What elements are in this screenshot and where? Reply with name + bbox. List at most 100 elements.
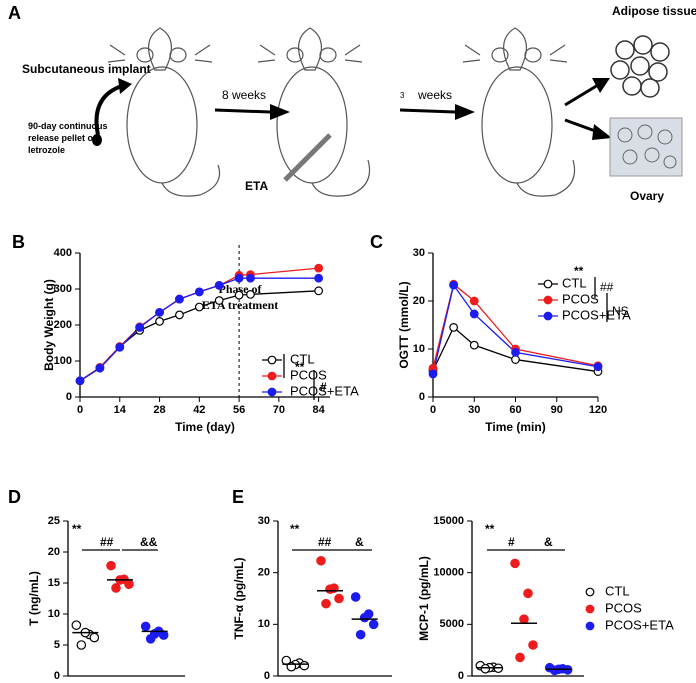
data-point	[523, 588, 533, 599]
data-point	[469, 296, 479, 306]
annotation: **	[574, 264, 584, 278]
pellet	[92, 134, 102, 146]
data-point	[155, 317, 164, 326]
arrow	[399, 108, 456, 114]
y-tick-label: 300	[54, 283, 72, 295]
data-point	[314, 286, 324, 296]
label: Adipose tissue	[612, 4, 696, 18]
y-axis-title: Body Weight (g)	[42, 279, 56, 371]
y-tick-label: 400	[54, 247, 72, 259]
data-point	[469, 340, 479, 350]
y-tick-label: 0	[54, 670, 60, 682]
panel-label: B	[12, 232, 25, 252]
arrow-head	[118, 78, 132, 94]
annotation: **	[485, 522, 495, 536]
data-point	[449, 280, 459, 290]
y-tick-label: 30	[258, 515, 270, 527]
pellet-text: 90-day continuous release pellet of letr…	[28, 121, 108, 155]
y-tick-label: 10000	[433, 567, 464, 579]
panel-label: C	[370, 232, 383, 252]
data-point	[234, 290, 244, 300]
legend-label: PCOS+ETA	[605, 617, 674, 632]
legend-label: PCOS+ETA	[290, 383, 359, 398]
data-point	[316, 555, 326, 566]
data-point	[519, 614, 529, 624]
label: weeks	[417, 88, 452, 102]
legend-marker	[543, 295, 553, 305]
x-tick-label: 0	[77, 404, 83, 416]
legend-marker	[267, 371, 277, 381]
y-axis-title: MCP-1 (pg/mL)	[417, 556, 431, 641]
data-point	[469, 309, 479, 319]
data-point	[140, 621, 151, 632]
data-point	[75, 376, 85, 386]
x-tick-label: 30	[468, 404, 480, 416]
x-tick-label: 60	[509, 404, 521, 416]
data-point	[511, 347, 520, 357]
arrow-head	[455, 104, 475, 120]
y-tick-label: 20	[413, 295, 425, 307]
y-axis-title: TNF-α (pg/mL)	[232, 557, 246, 639]
annotation: NS	[612, 304, 629, 318]
legend-label: CTL	[290, 351, 315, 366]
y-tick-label: 10	[48, 608, 60, 620]
y-axis-title: T (ng/mL)	[27, 571, 41, 626]
label: 3	[400, 91, 405, 100]
implant-arrow	[94, 83, 126, 136]
data-point	[194, 287, 204, 297]
panel-label: E	[232, 487, 244, 507]
legend-marker	[543, 279, 553, 289]
data-point	[89, 632, 100, 643]
annotation: &&	[140, 535, 158, 549]
legend-label: CTL	[562, 275, 587, 290]
data-point	[135, 323, 145, 332]
series-line	[79, 267, 319, 382]
data-point	[106, 560, 116, 571]
label: ETA	[245, 179, 268, 193]
y-axis-title: OGTT (mmol/L)	[397, 281, 411, 368]
annotation: #	[320, 380, 327, 394]
legend-label: PCOS+ETA	[562, 307, 631, 322]
data-point	[71, 620, 82, 630]
legend-label: PCOS	[605, 600, 642, 615]
x-tick-label: 0	[430, 404, 436, 416]
data-point	[175, 294, 184, 304]
data-point	[145, 633, 156, 644]
mouse	[107, 27, 221, 197]
annotation: ##	[318, 535, 332, 549]
x-tick-label: 14	[114, 404, 127, 416]
annotation: &	[355, 535, 364, 549]
legend-marker	[267, 355, 277, 365]
data-point	[368, 619, 379, 630]
label: 8 weeks	[222, 88, 266, 102]
annotation: ETA treatment	[202, 298, 279, 312]
annotation: **	[295, 360, 305, 374]
panel-label: D	[8, 487, 21, 507]
data-point	[321, 598, 331, 609]
mouse	[257, 27, 371, 197]
data-point	[175, 310, 184, 320]
y-tick-label: 10	[258, 618, 270, 630]
y-tick-label: 5	[54, 639, 60, 651]
data-point	[314, 263, 324, 273]
data-point	[359, 612, 370, 623]
arrow-head	[592, 78, 610, 93]
data-point	[76, 640, 87, 650]
annotation: **	[72, 522, 82, 536]
data-point	[234, 273, 244, 283]
arrow	[564, 118, 599, 134]
data-point	[115, 342, 125, 352]
data-point	[314, 273, 324, 283]
data-point	[158, 630, 169, 640]
data-point	[511, 355, 520, 364]
data-point	[334, 593, 344, 604]
y-tick-label: 25	[48, 515, 60, 527]
label: Subcutaneous implant	[22, 62, 151, 76]
annotation: &	[544, 535, 553, 549]
data-point	[510, 558, 520, 569]
data-point	[549, 665, 560, 676]
legend-marker	[585, 604, 595, 614]
x-tick-label: 90	[551, 404, 563, 416]
data-point	[194, 302, 204, 312]
